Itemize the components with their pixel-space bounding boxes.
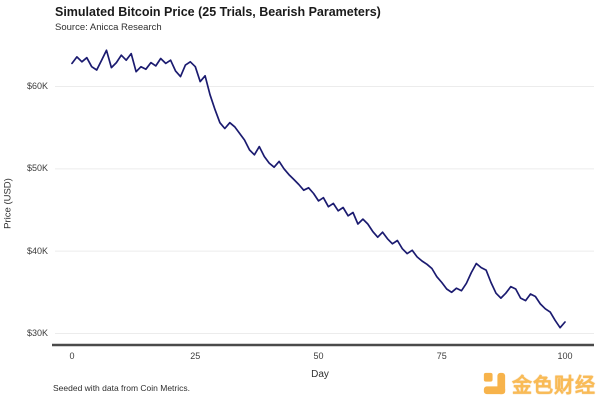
data-source-note: Seeded with data from Coin Metrics. [53, 383, 191, 393]
x-tick-label: 75 [436, 351, 447, 361]
chart-title: Simulated Bitcoin Price (25 Trials, Bear… [55, 5, 381, 19]
x-tick-label: 25 [190, 351, 201, 361]
price-line-series [71, 49, 566, 329]
x-tick-label: 50 [313, 351, 324, 361]
x-tick-label: 100 [557, 351, 573, 361]
y-tick-label: $30K [26, 328, 48, 338]
y-tick-label: $50K [26, 163, 48, 174]
jinse-finance-watermark: 金色财经 [480, 369, 596, 398]
x-tick-label: 0 [69, 351, 75, 361]
x-axis-title: Day [311, 369, 329, 380]
y-tick-label: $60K [26, 81, 48, 91]
chart-source-subtitle: Source: Anicca Research [55, 22, 162, 33]
jinse-finance-logo-icon [483, 372, 506, 395]
watermark-text: 金色财经 [512, 375, 596, 397]
y-tick-label: $40K [26, 245, 48, 256]
